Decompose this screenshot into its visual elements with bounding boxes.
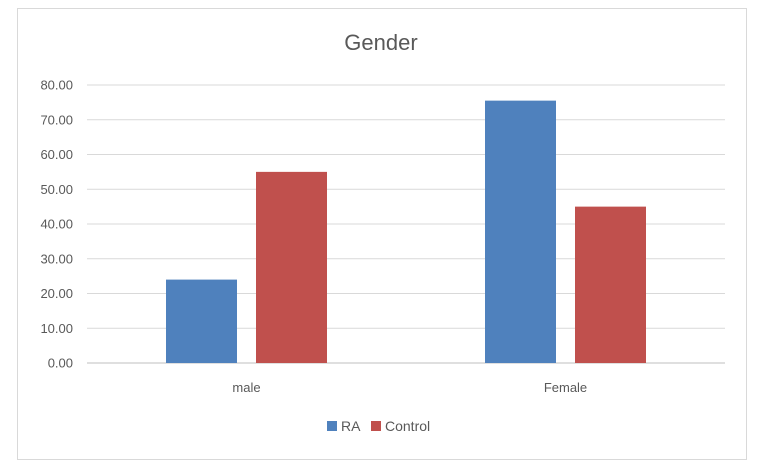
y-tick-label: 60.00: [40, 147, 73, 162]
x-tick-label: male: [232, 380, 260, 395]
legend-swatch-ra: [327, 421, 337, 431]
y-tick-label: 20.00: [40, 286, 73, 301]
y-tick-label: 0.00: [48, 356, 73, 371]
x-axis: male Female: [232, 380, 587, 395]
y-tick-label: 50.00: [40, 182, 73, 197]
y-tick-label: 40.00: [40, 217, 73, 232]
legend-label-ra: RA: [341, 418, 361, 434]
legend-swatch-control: [371, 421, 381, 431]
bar-ra-male: [166, 279, 237, 363]
legend: RA Control: [327, 418, 430, 434]
bars: [166, 100, 646, 363]
y-tick-label: 80.00: [40, 78, 73, 93]
bar-control-female: [575, 206, 646, 363]
y-axis: 0.00 10.00 20.00 30.00 40.00 50.00 60.00 70.00 8…: [40, 78, 73, 371]
y-tick-label: 70.00: [40, 112, 73, 127]
y-tick-label: 30.00: [40, 251, 73, 266]
bar-control-male: [256, 171, 327, 363]
y-tick-label: 10.00: [40, 321, 73, 336]
bar-ra-female: [485, 100, 556, 363]
x-tick-label: Female: [544, 380, 587, 395]
chart-title: Gender: [344, 30, 417, 55]
legend-label-control: Control: [385, 418, 430, 434]
